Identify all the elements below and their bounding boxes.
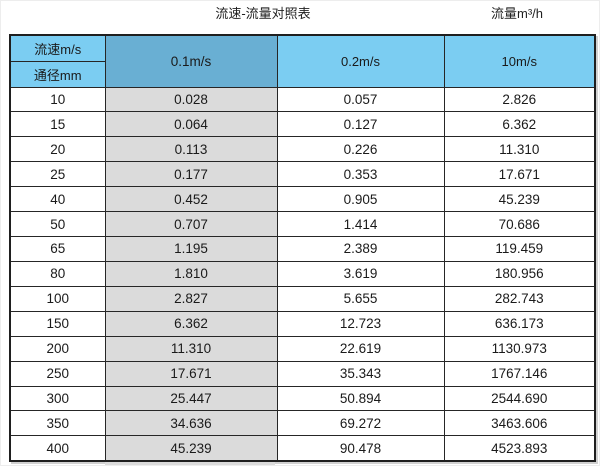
table-body: 10 0.028 0.057 2.826 15 0.064 0.127 6.362 20 0.11…	[9, 86, 596, 462]
flow-value-cell: 17.671	[104, 360, 278, 387]
flow-value-cell: 180.956	[443, 260, 596, 287]
diameter-cell: 200	[9, 335, 106, 362]
flow-value-cell: 69.272	[276, 410, 445, 437]
table-row: 80 1.810 3.619 180.956	[9, 260, 596, 287]
flow-value-cell: 1.195	[104, 236, 278, 262]
flow-value-cell: 34.636	[104, 410, 278, 437]
diameter-cell: 65	[9, 236, 106, 262]
flow-value-cell: 5.655	[276, 285, 445, 312]
flow-value-cell: 6.362	[104, 310, 278, 337]
flow-value-cell: 2.826	[443, 86, 596, 113]
flow-value-cell: 3.619	[276, 260, 445, 287]
flow-value-cell: 70.686	[443, 211, 596, 238]
diameter-cell: 25	[9, 161, 106, 188]
flow-value-cell: 1130.973	[443, 335, 596, 362]
corner-cell-diameter: 通径mm	[9, 60, 106, 88]
flow-value-cell: 119.459	[443, 236, 596, 262]
table-row: 15 0.064 0.127 6.362	[9, 111, 596, 138]
header-row-top: 流速m/s 0.1m/s 0.2m/s 10m/s	[9, 34, 596, 88]
table-row: 150 6.362 12.723 636.173	[9, 310, 596, 337]
diameter-cell: 350	[9, 410, 106, 437]
flow-value-cell: 2.827	[104, 285, 278, 312]
table-row: 20 0.113 0.226 11.310	[9, 136, 596, 163]
table-row: 400 45.239 90.478 4523.893	[9, 435, 596, 462]
table-row: 50 0.707 1.414 70.686	[9, 211, 596, 238]
velocity-header-10: 10m/s	[443, 34, 596, 88]
flow-value-cell: 90.478	[276, 435, 445, 462]
table-row: 350 34.636 69.272 3463.606	[9, 410, 596, 437]
diameter-cell: 80	[9, 260, 106, 287]
flow-value-cell: 35.343	[276, 360, 445, 387]
header-row-bottom: 通径mm	[9, 60, 595, 88]
flow-value-cell: 0.064	[104, 111, 278, 138]
table-row: 65 1.195 2.389 119.459	[9, 236, 596, 262]
diameter-cell: 250	[9, 360, 106, 387]
flow-value-cell: 22.619	[276, 335, 445, 362]
flow-value-cell: 45.239	[104, 435, 278, 462]
flow-value-cell: 4523.893	[443, 435, 596, 462]
flow-value-cell: 0.707	[104, 211, 278, 238]
diameter-cell: 400	[9, 435, 106, 462]
flow-value-cell: 0.127	[276, 111, 445, 138]
flow-value-cell: 1767.146	[443, 360, 596, 387]
diameter-cell: 100	[9, 285, 106, 312]
table-header: 流速m/s 0.1m/s 0.2m/s 10m/s 通径mm	[9, 34, 596, 88]
flow-value-cell: 11.310	[104, 335, 278, 362]
corner-cell-velocity: 流速m/s	[9, 34, 106, 62]
flow-value-cell: 2.389	[276, 236, 445, 262]
flow-value-cell: 0.905	[276, 186, 445, 213]
flow-value-cell: 282.743	[443, 285, 596, 312]
table-row: 10 0.028 0.057 2.826	[9, 86, 596, 113]
table-row: 250 17.671 35.343 1767.146	[9, 360, 596, 387]
flow-value-cell: 0.028	[104, 86, 278, 113]
flow-value-cell: 0.226	[276, 136, 445, 163]
flow-value-cell: 12.723	[276, 310, 445, 337]
flow-value-cell: 2544.690	[443, 385, 596, 412]
flow-value-cell: 3463.606	[443, 410, 596, 437]
flow-value-cell: 25.447	[104, 385, 278, 412]
diameter-cell: 300	[9, 385, 106, 412]
flow-value-cell: 50.894	[276, 385, 445, 412]
table-row: 40 0.452 0.905 45.239	[9, 186, 596, 213]
flow-value-cell: 636.173	[443, 310, 596, 337]
diameter-cell: 50	[9, 211, 106, 238]
flow-value-cell: 0.177	[104, 161, 278, 188]
velocity-header-0.2: 0.2m/s	[276, 34, 445, 88]
flow-value-cell: 0.057	[276, 86, 445, 113]
velocity-header-0.1: 0.1m/s	[104, 34, 278, 88]
table-title: 流速-流量对照表	[215, 6, 311, 21]
diameter-cell: 20	[9, 136, 106, 163]
flow-unit-label: 流量m³/h	[490, 6, 544, 21]
flow-value-cell: 0.353	[276, 161, 445, 188]
table-row: 300 25.447 50.894 2544.690	[9, 385, 596, 412]
flow-value-cell: 17.671	[443, 161, 596, 188]
column-highlight-overhang	[105, 462, 275, 465]
flow-value-cell: 1.810	[104, 260, 278, 287]
table-row: 200 11.310 22.619 1130.973	[9, 335, 596, 362]
diameter-cell: 15	[9, 111, 106, 138]
flow-value-cell: 0.113	[104, 136, 278, 163]
flow-value-cell: 1.414	[276, 211, 445, 238]
flow-value-cell: 6.362	[443, 111, 596, 138]
diameter-cell: 150	[9, 310, 106, 337]
flow-rate-table: 流速m/s 0.1m/s 0.2m/s 10m/s 通径mm 10 0.028 0.…	[9, 34, 596, 462]
table-row: 100 2.827 5.655 282.743	[9, 285, 596, 312]
diameter-cell: 10	[9, 86, 106, 113]
table-row: 25 0.177 0.353 17.671	[9, 161, 596, 188]
diameter-cell: 40	[9, 186, 106, 213]
flow-value-cell: 0.452	[104, 186, 278, 213]
flow-value-cell: 45.239	[443, 186, 596, 213]
flow-value-cell: 11.310	[443, 136, 596, 163]
